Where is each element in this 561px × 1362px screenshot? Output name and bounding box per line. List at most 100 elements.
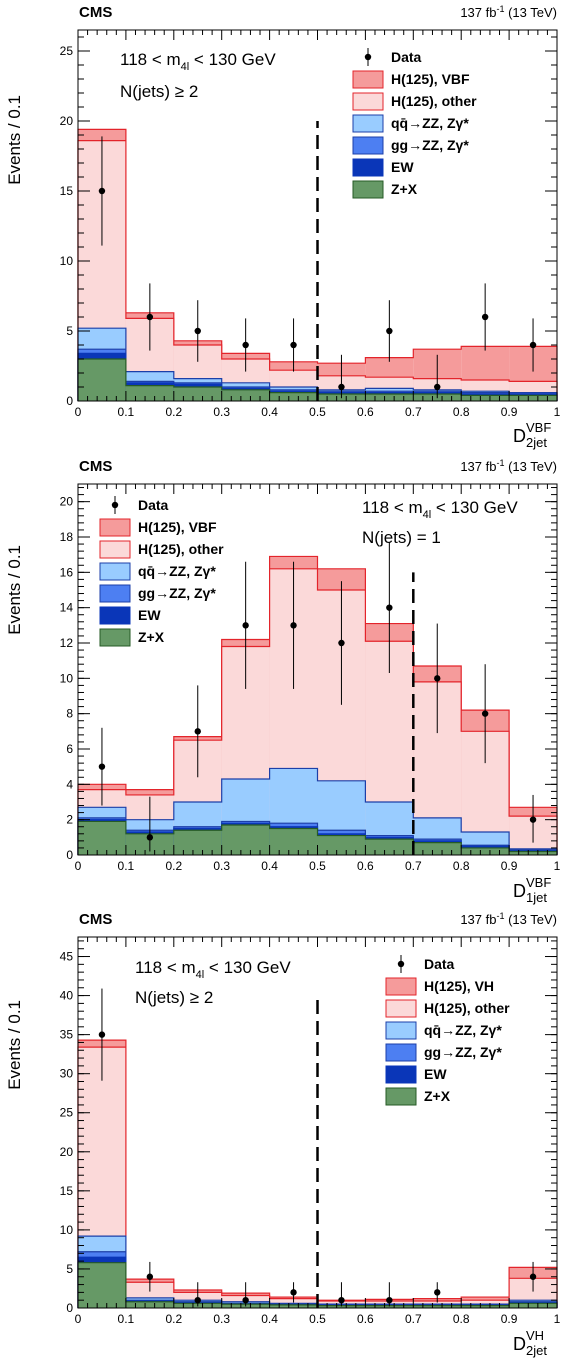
cms-label: CMS [79, 458, 112, 475]
hist-zx-bar [269, 1304, 318, 1308]
hist-zx-bar [173, 830, 222, 855]
hist-zx-bar [413, 1305, 462, 1308]
y-tick-label: 10 [60, 254, 74, 268]
legend-swatch [352, 114, 384, 133]
legend-swatch [385, 1043, 417, 1062]
legend-label: H(125), VH [424, 978, 494, 994]
hist-zx-bar [317, 835, 366, 855]
legend-label: Z+X [138, 629, 165, 645]
x-tick-label: 0.9 [501, 859, 518, 873]
hist-zx-bar [173, 387, 222, 401]
legend-swatch [385, 1065, 417, 1084]
data-point [338, 1296, 345, 1304]
x-tick-label: 0.5 [309, 859, 326, 873]
y-tick-label: 12 [60, 636, 74, 650]
legend-label: gg→ZZ, Zγ* [138, 585, 216, 601]
legend-swatch [99, 584, 131, 603]
data-point [434, 1289, 441, 1296]
legend-swatch [385, 1021, 417, 1040]
mass-window-prefix: 118 < m [135, 958, 196, 977]
legend-swatch [385, 977, 417, 996]
legend-swatch [99, 606, 131, 625]
legend-swatch [99, 628, 131, 647]
x-tick-label: 0 [75, 859, 82, 873]
legend-label: H(125), other [391, 93, 477, 109]
x-axis-label-sub: 1jet [526, 890, 547, 905]
data-point [290, 341, 297, 349]
chart-panel-middle: 0 0.1 0.2 0.3 0.4 0.5 0.6 0.7 0.8 0.9 102468101214… [5, 458, 561, 905]
x-tick-label: 0.2 [165, 1312, 182, 1326]
legend-label: qq̄→ZZ, Zγ* [391, 115, 469, 131]
data-point [194, 327, 201, 335]
hist-zx-bar [365, 839, 414, 855]
chart-panel-top: 0 0.1 0.2 0.3 0.4 0.5 0.6 0.7 0.8 0.9 10510152025C… [5, 4, 561, 450]
legend-label: H(125), other [138, 541, 224, 557]
x-tick-label: 0.6 [357, 1312, 374, 1326]
chart-panel-bottom: 0 0.1 0.2 0.3 0.4 0.5 0.6 0.7 0.8 0.9 105101520253… [5, 911, 561, 1358]
njets-text: N(jets) ≥ 2 [135, 988, 213, 1007]
mass-window-prefix: 118 < m [120, 50, 181, 69]
y-tick-label: 45 [60, 950, 74, 964]
legend-label: Z+X [424, 1088, 451, 1104]
legend-swatch [352, 92, 384, 111]
hist-zx-bar [365, 1305, 414, 1308]
x-tick-label: 0.5 [309, 1312, 326, 1326]
data-point [242, 622, 249, 629]
hist-zx-bar [461, 847, 510, 855]
data-point [242, 1296, 249, 1304]
x-axis-label-sup: VBF [526, 875, 551, 890]
legend-label: qq̄→ZZ, Zγ* [424, 1022, 502, 1038]
x-tick-label: 1 [554, 405, 561, 419]
x-tick-label: 1 [554, 1312, 561, 1326]
data-point [386, 604, 393, 611]
data-point [146, 834, 154, 841]
data-point [529, 816, 537, 823]
lumi-label: 137 fb-1 (13 TeV) [460, 4, 557, 20]
x-tick-label: 0.1 [118, 1312, 135, 1326]
mass-window-text: 118 < m4l < 130 GeV [135, 958, 291, 981]
lumi-unit-sup: -1 [496, 458, 504, 468]
data-point [290, 622, 297, 629]
legend-label: qq̄→ZZ, Zγ* [138, 563, 216, 579]
x-tick-label: 0.3 [213, 859, 230, 873]
data-point [529, 1273, 537, 1280]
mass-window-prefix: 118 < m [362, 498, 423, 517]
x-axis-label-sub: 2jet [526, 1343, 547, 1358]
y-tick-label: 20 [60, 495, 74, 509]
y-tick-label: 30 [60, 1067, 74, 1081]
hist-zx-bar [509, 1303, 557, 1308]
y-tick-label: 25 [60, 44, 74, 58]
lumi-label: 137 fb-1 (13 TeV) [460, 911, 557, 927]
legend-label: H(125), VBF [138, 519, 217, 535]
y-tick-label: 6 [66, 742, 73, 756]
y-tick-label: 10 [60, 671, 74, 685]
mass-window-text: 118 < m4l < 130 GeV [362, 498, 518, 521]
mass-window-sub: 4l [423, 509, 432, 521]
legend-label: H(125), other [424, 1000, 510, 1016]
y-tick-label: 20 [60, 114, 74, 128]
mass-window-suffix: < 130 GeV [204, 958, 291, 977]
hist-zx-bar [78, 821, 126, 855]
data-point [386, 327, 393, 335]
x-tick-label: 0.8 [453, 859, 470, 873]
data-point [146, 313, 154, 321]
legend-swatch [352, 180, 384, 199]
x-axis-label-main: D [513, 1334, 526, 1354]
data-point [194, 728, 201, 735]
hist-zx-bar [269, 828, 318, 855]
legend-swatch [352, 158, 384, 177]
data-point [98, 187, 106, 195]
lumi-value: 137 fb [460, 912, 496, 927]
y-tick-label: 18 [60, 530, 74, 544]
y-tick-label: 15 [60, 1184, 74, 1198]
x-tick-label: 0.6 [357, 405, 374, 419]
data-point [386, 1296, 393, 1304]
x-tick-label: 1 [554, 859, 561, 873]
legend-swatch [385, 999, 417, 1018]
y-tick-label: 16 [60, 565, 74, 579]
x-tick-label: 0.7 [405, 1312, 422, 1326]
legend-data-marker [397, 960, 405, 968]
legend-swatch [99, 518, 131, 537]
x-tick-label: 0.7 [405, 405, 422, 419]
